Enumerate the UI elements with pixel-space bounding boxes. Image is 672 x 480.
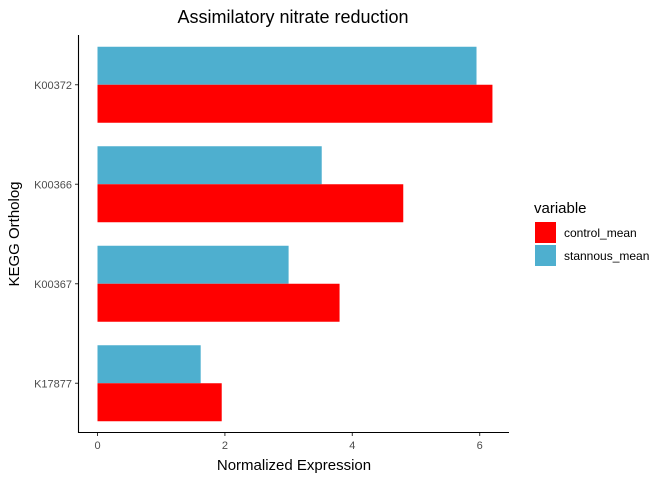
bars-group — [97, 46, 493, 422]
y-axis-ticks: K00372 K00366 K00367 K17877 — [34, 80, 78, 390]
legend-label-control_mean: control_mean — [564, 226, 637, 240]
x-tick-label: 0 — [94, 440, 100, 452]
legend-items: control_mean stannous_mean — [535, 222, 649, 266]
y-tick-label: K00367 — [34, 279, 72, 291]
legend-title: variable — [534, 200, 587, 217]
x-axis-title: Normalized Expression — [217, 457, 371, 474]
y-axis-title: KEGG Ortholog — [6, 181, 23, 286]
y-tick-label: K17877 — [34, 378, 72, 390]
chart-title: Assimilatory nitrate reduction — [177, 7, 408, 27]
x-tick-label: 6 — [477, 440, 483, 452]
bar-stannous_mean-K00367 — [97, 245, 289, 284]
legend: variable control_mean stannous_mean — [534, 200, 649, 266]
x-tick-label: 4 — [349, 440, 355, 452]
bar-stannous_mean-K17877 — [97, 345, 201, 384]
bar-control_mean-K00372 — [97, 84, 493, 123]
x-axis-ticks: 0 2 4 6 — [94, 433, 483, 452]
legend-label-stannous_mean: stannous_mean — [564, 249, 649, 263]
bar-stannous_mean-K00372 — [97, 46, 477, 85]
x-tick-label: 2 — [222, 440, 228, 452]
legend-key-control_mean — [535, 222, 556, 243]
y-tick-label: K00366 — [34, 179, 72, 191]
bar-stannous_mean-K00366 — [97, 146, 322, 185]
y-tick-label: K00372 — [34, 80, 72, 92]
bar-control_mean-K00367 — [97, 283, 340, 322]
bar-control_mean-K00366 — [97, 184, 404, 223]
bar-control_mean-K17877 — [97, 383, 222, 422]
legend-key-stannous_mean — [535, 245, 556, 266]
